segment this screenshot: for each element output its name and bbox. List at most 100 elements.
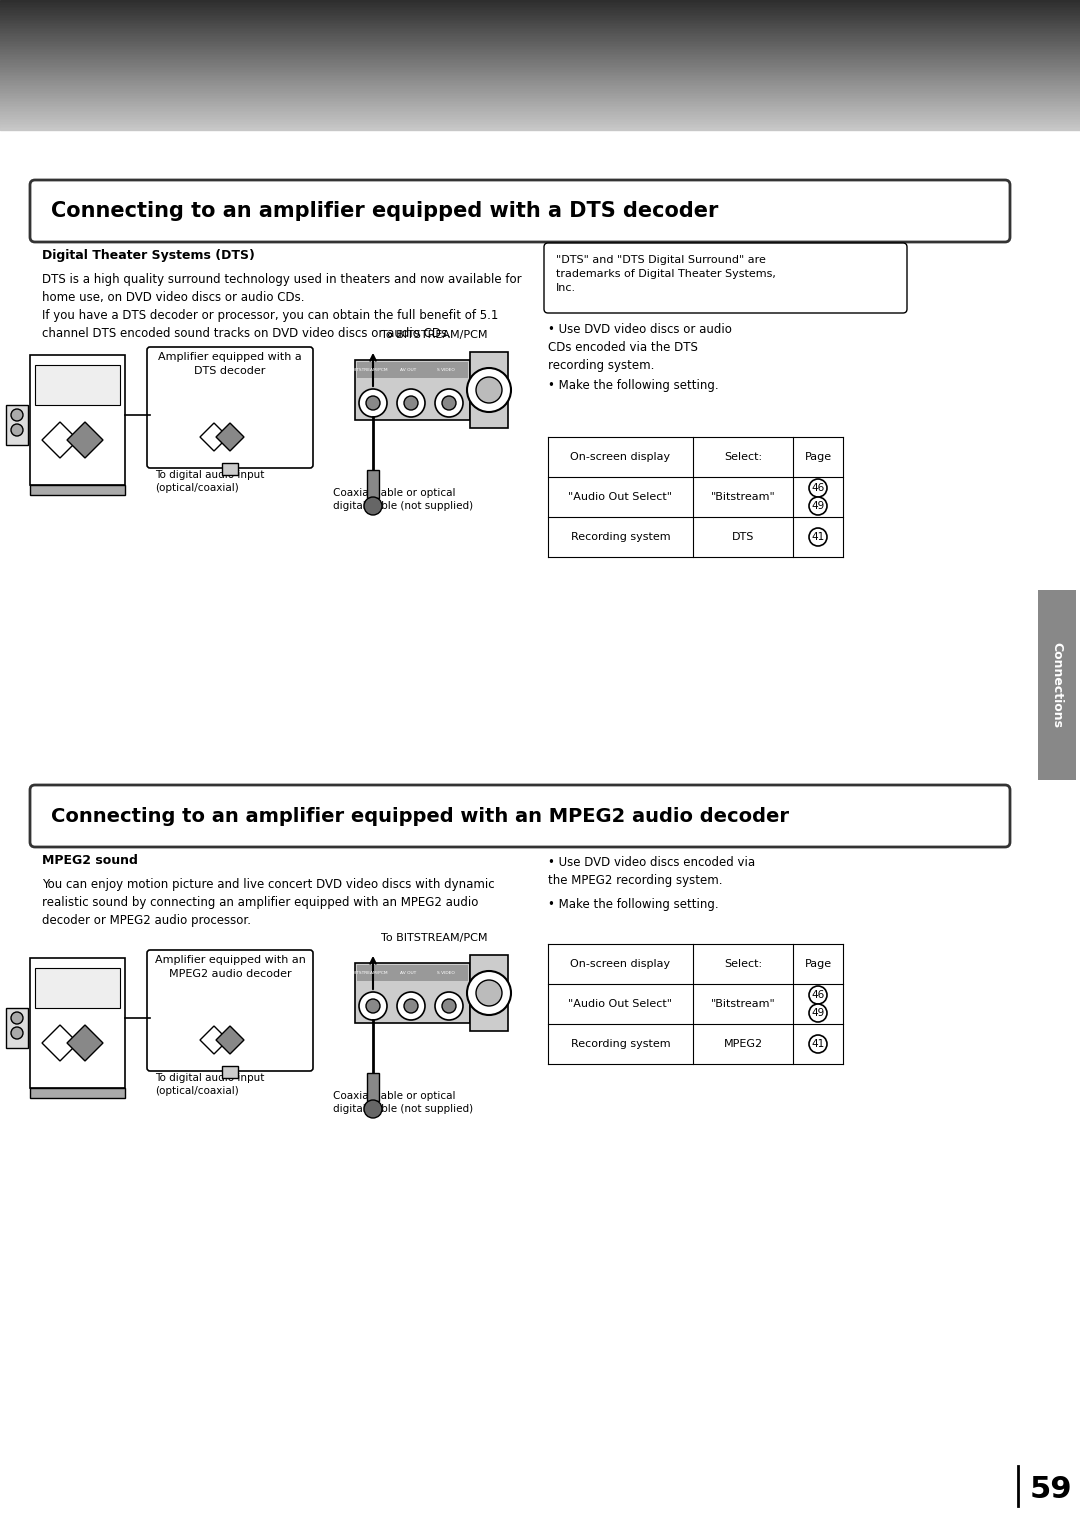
Text: To BITSTREAM/PCM: To BITSTREAM/PCM bbox=[381, 330, 487, 340]
Text: On-screen display: On-screen display bbox=[570, 958, 671, 969]
Circle shape bbox=[364, 1100, 382, 1119]
Bar bbox=[0, 116, 1080, 118]
Circle shape bbox=[809, 986, 827, 1004]
Bar bbox=[0, 35, 1080, 37]
Bar bbox=[357, 362, 468, 378]
Bar bbox=[0, 81, 1080, 82]
Bar bbox=[0, 111, 1080, 114]
Bar bbox=[0, 75, 1080, 76]
Text: 49: 49 bbox=[811, 1009, 825, 1018]
Bar bbox=[0, 5, 1080, 6]
Bar bbox=[470, 353, 508, 427]
Circle shape bbox=[442, 397, 456, 410]
Circle shape bbox=[404, 397, 418, 410]
Bar bbox=[0, 24, 1080, 26]
Text: Coaxial cable or optical
digital cable (not supplied): Coaxial cable or optical digital cable (… bbox=[333, 1091, 473, 1114]
FancyBboxPatch shape bbox=[544, 243, 907, 313]
Text: Recording system: Recording system bbox=[570, 1039, 671, 1048]
Text: Page: Page bbox=[805, 958, 832, 969]
Bar bbox=[0, 72, 1080, 73]
Bar bbox=[0, 78, 1080, 79]
Bar bbox=[0, 46, 1080, 47]
Text: BITSTREAM/PCM: BITSTREAM/PCM bbox=[352, 971, 388, 975]
Bar bbox=[0, 32, 1080, 34]
Polygon shape bbox=[200, 423, 228, 452]
Text: • Use DVD video discs or audio
CDs encoded via the DTS
recording system.: • Use DVD video discs or audio CDs encod… bbox=[548, 324, 732, 372]
Text: "DTS" and "DTS Digital Surround" are
trademarks of Digital Theater Systems,
Inc.: "DTS" and "DTS Digital Surround" are tra… bbox=[556, 255, 775, 293]
Bar bbox=[0, 66, 1080, 67]
Circle shape bbox=[364, 497, 382, 514]
FancyBboxPatch shape bbox=[147, 951, 313, 1071]
Circle shape bbox=[467, 971, 511, 1015]
Polygon shape bbox=[42, 423, 78, 458]
Text: To digital audio input
(optical/coaxial): To digital audio input (optical/coaxial) bbox=[156, 1073, 265, 1096]
Bar bbox=[0, 61, 1080, 64]
Bar bbox=[0, 108, 1080, 110]
Bar bbox=[30, 485, 125, 494]
Bar bbox=[0, 122, 1080, 124]
Text: Coaxial cable or optical
digital cable (not supplied): Coaxial cable or optical digital cable (… bbox=[333, 488, 473, 511]
Bar bbox=[0, 118, 1080, 119]
Polygon shape bbox=[200, 1025, 228, 1054]
Text: "Audio Out Select": "Audio Out Select" bbox=[568, 491, 673, 502]
Circle shape bbox=[435, 992, 463, 1019]
Bar bbox=[0, 8, 1080, 9]
Bar bbox=[0, 95, 1080, 96]
Bar bbox=[0, 31, 1080, 32]
Circle shape bbox=[467, 368, 511, 412]
Polygon shape bbox=[216, 423, 244, 452]
Circle shape bbox=[476, 980, 502, 1006]
Bar bbox=[0, 128, 1080, 130]
Circle shape bbox=[359, 389, 387, 417]
Bar bbox=[0, 98, 1080, 99]
Bar bbox=[0, 17, 1080, 18]
Circle shape bbox=[11, 424, 23, 436]
Bar bbox=[0, 84, 1080, 85]
Bar bbox=[0, 47, 1080, 49]
Bar bbox=[0, 52, 1080, 53]
Circle shape bbox=[366, 1000, 380, 1013]
Bar bbox=[367, 1073, 379, 1100]
Bar bbox=[0, 76, 1080, 78]
Bar bbox=[0, 11, 1080, 14]
Text: AV OUT: AV OUT bbox=[400, 368, 416, 372]
Bar bbox=[0, 37, 1080, 40]
Bar bbox=[0, 127, 1080, 128]
Text: Digital Theater Systems (DTS): Digital Theater Systems (DTS) bbox=[42, 249, 255, 261]
Text: 41: 41 bbox=[811, 533, 825, 542]
Bar bbox=[222, 462, 238, 475]
Bar bbox=[0, 6, 1080, 8]
Bar bbox=[0, 73, 1080, 75]
Bar bbox=[0, 69, 1080, 70]
Bar bbox=[0, 99, 1080, 101]
Bar bbox=[0, 124, 1080, 125]
Bar bbox=[0, 67, 1080, 69]
Bar bbox=[0, 3, 1080, 5]
Circle shape bbox=[11, 1012, 23, 1024]
Text: To BITSTREAM/PCM: To BITSTREAM/PCM bbox=[381, 932, 487, 943]
Bar bbox=[355, 963, 470, 1022]
Bar bbox=[0, 60, 1080, 61]
Text: AV OUT: AV OUT bbox=[400, 971, 416, 975]
Bar bbox=[0, 102, 1080, 104]
Circle shape bbox=[809, 1004, 827, 1022]
Text: "Bitstream": "Bitstream" bbox=[711, 491, 775, 502]
Polygon shape bbox=[216, 1025, 244, 1054]
Bar bbox=[0, 125, 1080, 127]
Bar bbox=[355, 360, 470, 420]
Bar bbox=[357, 964, 468, 981]
Bar bbox=[0, 23, 1080, 24]
Text: 59: 59 bbox=[1030, 1476, 1072, 1505]
Text: "Bitstream": "Bitstream" bbox=[711, 1000, 775, 1009]
Bar bbox=[0, 96, 1080, 98]
FancyBboxPatch shape bbox=[147, 346, 313, 468]
Bar bbox=[0, 55, 1080, 56]
Circle shape bbox=[404, 1000, 418, 1013]
Bar bbox=[0, 104, 1080, 105]
Bar bbox=[0, 20, 1080, 21]
Bar bbox=[0, 27, 1080, 29]
Text: If you have a DTS decoder or processor, you can obtain the full benefit of 5.1
c: If you have a DTS decoder or processor, … bbox=[42, 308, 498, 340]
Bar bbox=[470, 955, 508, 1032]
Bar bbox=[0, 110, 1080, 111]
Circle shape bbox=[809, 479, 827, 497]
